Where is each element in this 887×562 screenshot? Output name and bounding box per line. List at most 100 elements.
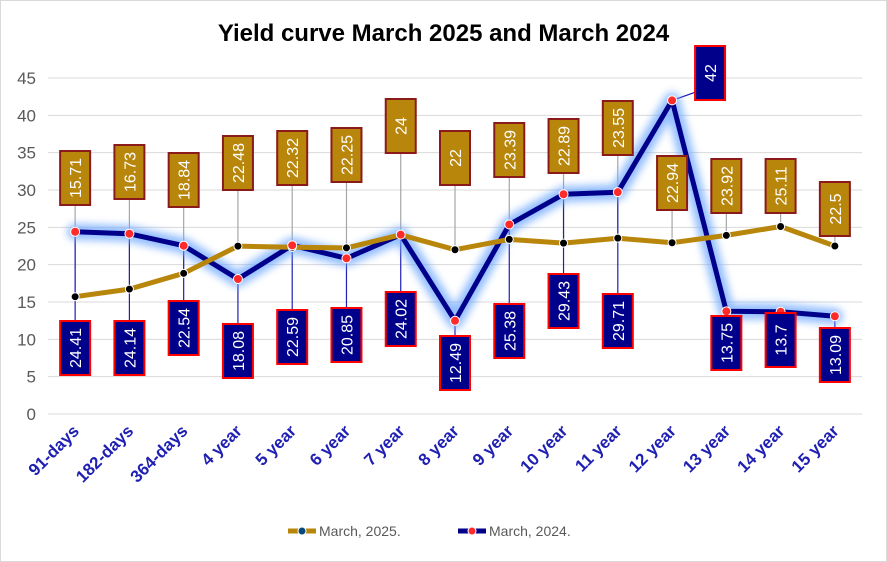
y-tick-label: 0 [27,405,36,424]
data-label-box [601,100,634,156]
legend-marker [297,526,307,536]
x-tick-label: 9 year [469,421,517,469]
data-label-box [439,130,471,186]
data-label-box [384,291,417,347]
y-tick-label: 20 [17,256,36,275]
data-label-box [601,293,634,349]
data-point [178,240,189,251]
x-tick-label: 11 year [571,421,625,475]
data-point [124,284,134,294]
data-label-box [493,303,526,359]
data-point [612,187,623,198]
data-point [776,222,786,232]
x-tick-label: 13 year [679,421,734,476]
data-label: 22.48 [231,143,248,183]
data-label-box [764,158,797,214]
data-label: 13.09 [828,335,845,375]
data-label-box [221,135,254,191]
legend-marker [467,526,477,536]
data-point [667,238,677,248]
data-point [559,238,569,248]
data-label: 13.75 [719,323,736,363]
data-label: 18.84 [177,160,194,200]
data-point [341,253,352,264]
data-label: 22 [448,149,465,167]
data-point [504,234,514,244]
data-label: 22.94 [665,163,682,203]
data-point [124,228,135,239]
data-label-box [694,45,727,101]
data-labels: 15.71 16.73 18.84 22.48 22.32 22.25 24 22 23.39 2… [59,45,851,391]
y-tick-label: 35 [17,144,36,163]
legend: March, 2025. March, 2024. [288,523,571,539]
x-tick-label: 5 year [252,421,300,469]
data-label: 12.49 [448,343,465,383]
data-label: 25.38 [502,311,519,351]
y-tick-label: 5 [27,368,36,387]
data-label: 22.54 [177,308,194,348]
x-tick-label: 182-days [72,421,137,486]
data-label: 24 [394,117,411,135]
data-point [341,243,351,253]
x-tick-label: 15 year [788,421,843,476]
data-label: 13.7 [774,324,791,355]
data-point [287,240,298,251]
data-label-box [330,307,363,363]
x-tick-label: 4 year [198,421,246,469]
data-label: 25.11 [774,166,791,205]
data-label-box [113,144,146,200]
y-tick-label: 25 [17,218,36,237]
y-tick-label: 10 [17,330,36,349]
data-point [613,233,623,243]
data-label: 22.32 [285,138,302,178]
data-label: 20.85 [339,315,356,355]
data-label-box [276,130,309,186]
legend-label: March, 2024. [489,523,571,539]
data-label: 23.92 [719,166,736,206]
x-tick-label: 364-days [127,421,192,486]
data-point [721,230,731,240]
data-label-box [818,327,851,383]
data-label: 29.43 [557,281,574,321]
data-label-box [818,181,851,237]
x-tick-label: 6 year [306,421,354,469]
data-label: 23.39 [502,130,519,170]
data-label: 15.71 [68,158,85,198]
y-tick-label: 30 [17,181,36,200]
x-tick-label: 8 year [415,421,463,469]
data-point [70,292,80,302]
data-point [504,219,515,230]
data-point [830,241,840,251]
data-label-box [710,315,743,371]
data-label-box [221,323,254,379]
data-point [395,229,406,240]
data-label: 18.08 [231,331,248,371]
data-label-box [276,309,309,365]
x-tick-label: 10 year [516,421,571,476]
data-label-box [113,320,146,376]
data-label-box [547,273,580,329]
x-tick-label: 7 year [360,421,408,469]
data-label: 23.55 [611,108,628,148]
data-label-box [167,300,200,356]
legend-label: March, 2025. [319,523,401,539]
data-point [450,315,460,326]
data-label-box [439,335,471,391]
data-point [450,245,460,255]
data-label-box [59,320,92,376]
data-point [70,226,81,237]
data-label-box [384,98,417,154]
data-label-box [547,118,580,174]
data-label-box [764,312,797,368]
data-label-box [656,155,689,211]
data-point [558,189,569,200]
data-label-box [330,127,363,183]
data-point [829,311,840,322]
data-label: 22.89 [557,126,574,166]
data-label-box [493,122,526,178]
data-label-box [710,158,743,214]
data-point [179,268,189,278]
chart-title: Yield curve March 2025 and March 2024 [217,20,670,47]
